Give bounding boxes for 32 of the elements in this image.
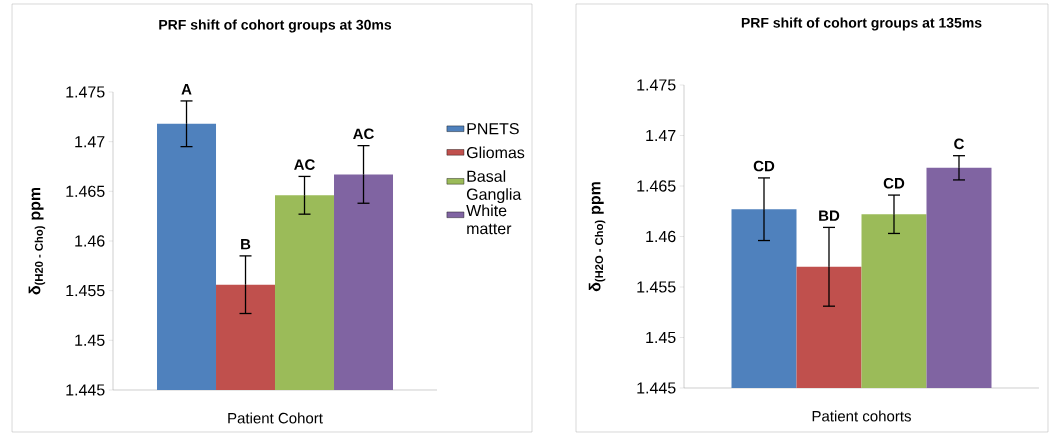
y-tick-label: 1.445 <box>66 384 105 396</box>
y-tick-label: 1.45 <box>75 334 105 346</box>
y-tick-label: 1.475 <box>66 86 105 98</box>
y-tick-label: 1.46 <box>75 235 105 247</box>
y-tick-label: 1.455 <box>637 281 676 293</box>
data-label: C <box>954 138 964 150</box>
y-tick-label: 1.47 <box>646 129 676 141</box>
y-tick-label: 1.445 <box>637 382 676 394</box>
data-label: CD <box>883 177 905 189</box>
data-label: CD <box>753 160 775 172</box>
y-tick-label: 1.45 <box>646 331 676 344</box>
y-tick-label: 1.475 <box>637 79 676 91</box>
legend-label: PNETS <box>467 123 519 135</box>
data-label: AC <box>353 128 374 140</box>
data-label: AC <box>294 159 315 170</box>
legend-label: Gliomas <box>466 146 525 159</box>
y-tick-label: 1.465 <box>637 180 676 192</box>
y-tick-label: 1.465 <box>66 185 105 197</box>
x-axis-title: Patient cohorts <box>812 410 911 422</box>
data-label: A <box>181 84 192 95</box>
data-label: B <box>241 239 251 250</box>
chart-title: PRF shift of cohort groups at 135ms <box>741 17 982 31</box>
y-tick-label: 1.46 <box>646 230 676 243</box>
legend-label: Basal Ganglia <box>466 170 522 204</box>
y-tick-label: 1.455 <box>66 285 105 297</box>
x-axis-title: Patient Cohort <box>228 412 323 424</box>
chart-title: PRF shift of cohort groups at 30ms <box>159 19 392 33</box>
y-tick-label: 1.47 <box>75 136 105 148</box>
legend-label: White matter <box>466 204 512 235</box>
y-axis-title: $\text{δ}_{\text{(H20 - Cho)}}\text{ ppm}$ <box>28 187 46 295</box>
y-axis-title: $\text{δ}_{\text{(H2O - Cho)}}\text{ ppm}$ <box>588 182 606 292</box>
data-label: BD <box>819 210 840 221</box>
